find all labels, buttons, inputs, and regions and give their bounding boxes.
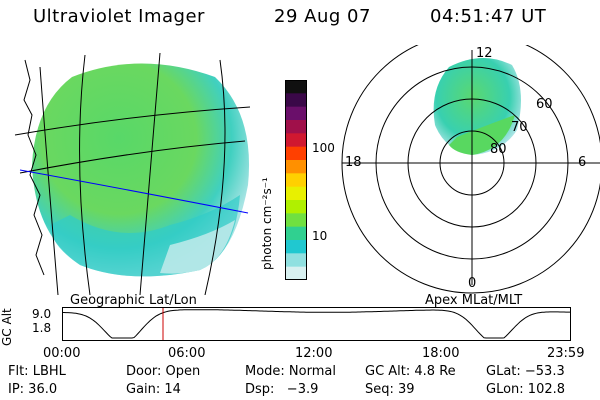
- colorbar: [285, 80, 307, 280]
- status-gain: Gain: 14: [126, 382, 181, 397]
- polar-plot: [341, 45, 600, 294]
- colorbar-swatch: [285, 240, 307, 254]
- colorbar-swatch: [285, 226, 307, 241]
- colorbar-swatch: [285, 120, 307, 134]
- status-glat: GLat: −53.3: [486, 364, 565, 379]
- colorbar-swatch: [285, 146, 307, 161]
- status-dsp: Dsp: −3.9: [245, 382, 319, 397]
- colorbar-swatch: [285, 80, 307, 94]
- polar-lat-70: 70: [511, 120, 528, 135]
- right-panel-caption: Apex MLat/MLT: [425, 293, 523, 308]
- colorbar-swatch: [285, 200, 307, 214]
- time-tick-2359: 23:59: [547, 346, 585, 361]
- status-seq: Seq: 39: [365, 382, 415, 397]
- colorbar-swatch: [285, 93, 307, 108]
- colorbar-swatch: [285, 160, 307, 174]
- time-tick-1800: 18:00: [422, 346, 460, 361]
- polar-lat-60: 60: [536, 97, 553, 112]
- status-glon: GLon: 102.8: [486, 382, 566, 397]
- colorbar-swatch: [285, 133, 307, 148]
- altitude-axis-label: GC Alt: [0, 308, 14, 346]
- polar-mlt-0: 0: [468, 276, 477, 291]
- polar-mlt-18: 18: [345, 155, 362, 170]
- polar-lat-80: 80: [490, 142, 507, 157]
- status-ip: IP: 36.0: [8, 382, 58, 397]
- colorbar-swatch: [285, 173, 307, 188]
- geographic-image: [14, 52, 251, 295]
- polar-mlt-6: 6: [578, 155, 587, 170]
- date-label: 29 Aug 07: [274, 6, 371, 27]
- time-label: 04:51:47 UT: [430, 6, 547, 27]
- status-mode: Mode: Normal: [245, 364, 336, 379]
- time-tick-0000: 00:00: [43, 346, 81, 361]
- colorbar-swatch: [285, 253, 307, 268]
- colorbar-label: photon cm⁻²s⁻¹: [260, 177, 274, 270]
- time-tick-1200: 12:00: [295, 346, 333, 361]
- colorbar-tick-10: 10: [312, 229, 328, 243]
- status-door: Door: Open: [126, 364, 201, 379]
- colorbar-swatch: [285, 106, 307, 121]
- polar-mlt-12: 12: [476, 46, 493, 61]
- time-tick-0600: 06:00: [168, 346, 206, 361]
- colorbar-tick-100: 100: [312, 141, 335, 155]
- status-filter: Flt: LBHL: [8, 364, 66, 379]
- colorbar-swatch: [285, 186, 307, 201]
- status-gc-alt: GC Alt: 4.8 Re: [365, 364, 456, 379]
- altitude-plot: [62, 307, 571, 341]
- altitude-tick-9: 9.0: [32, 307, 52, 321]
- app-title: Ultraviolet Imager: [33, 6, 205, 27]
- altitude-tick-1-8: 1.8: [32, 321, 52, 335]
- colorbar-swatch: [285, 213, 307, 228]
- colorbar-swatch: [285, 266, 307, 280]
- left-panel-caption: Geographic Lat/Lon: [70, 293, 197, 308]
